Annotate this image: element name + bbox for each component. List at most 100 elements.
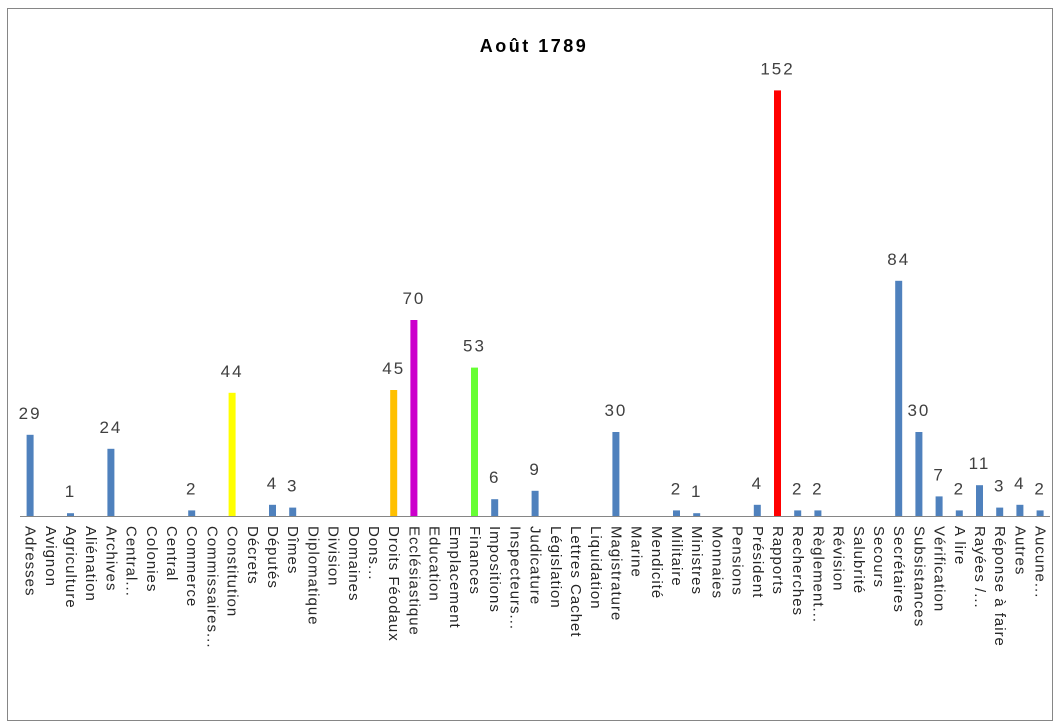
data-label-subsistances: 30 — [907, 401, 930, 420]
bar-droits-feodaux — [390, 390, 398, 516]
category-label-recherches: Recherches — [789, 526, 806, 616]
bar-subsistances — [915, 432, 923, 516]
data-label-deputes: 4 — [267, 474, 278, 493]
category-label-reponse-a-faire: Réponse à faire — [991, 526, 1008, 647]
bar-archives — [107, 448, 115, 516]
category-label-lettres-cachet: Lettres Cachet — [567, 526, 584, 638]
category-label-alienation: Aliénation — [82, 526, 99, 602]
category-label-legislation: Législation — [547, 526, 564, 609]
category-label-constitution: Constitution — [224, 526, 241, 617]
category-label-aucune: Aucune... — [1032, 526, 1049, 598]
category-label-agriculture: Agriculture — [62, 526, 79, 609]
category-label-judicature: Judicature — [527, 526, 544, 605]
bar-commerce — [188, 510, 196, 516]
category-labels: Adresses Avignon Agriculture Aliénation Arch… — [22, 526, 1049, 649]
bar-deputes — [269, 504, 276, 516]
category-label-commerce: Commerce — [183, 526, 200, 607]
data-label-droits-feodaux: 45 — [382, 359, 405, 378]
category-label-droits-feodaux: Droits Féodaux — [385, 526, 402, 642]
bar-finances — [471, 367, 478, 516]
bar-magistrature — [612, 432, 620, 516]
category-label-militaire: Militaire — [668, 526, 685, 587]
category-label-secretaires: Secrétaires — [890, 526, 907, 613]
data-label-commerce: 2 — [186, 479, 197, 498]
category-label-liquidation: Liquidation — [587, 526, 604, 610]
category-label-rayees: Rayées /... — [971, 526, 988, 609]
category-label-subsistances: Subsistances — [910, 526, 927, 627]
data-label-ministres: 1 — [691, 482, 702, 501]
data-label-agriculture: 1 — [65, 482, 76, 501]
bar-verification — [935, 496, 943, 516]
bar-aucune — [1036, 510, 1044, 516]
bar-adresses — [26, 434, 34, 516]
data-label-president: 4 — [752, 474, 763, 493]
bar-ministres — [693, 513, 701, 516]
category-label-division: Division — [325, 526, 342, 587]
chart-title: Août 1789 — [480, 36, 589, 56]
bar-ecclesiastique — [410, 320, 418, 516]
category-label-rapports: Rapports — [769, 526, 786, 595]
data-label-secretaires: 84 — [887, 250, 910, 269]
category-label-salubrite: Salubrité — [850, 526, 867, 594]
bar-recherches — [794, 510, 802, 516]
data-label-reglement: 2 — [812, 479, 823, 498]
category-label-magistrature: Magistrature — [607, 526, 624, 621]
category-label-monnaies: Monnaies — [708, 526, 725, 599]
data-label-ecclesiastique: 70 — [402, 289, 425, 308]
data-label-reponse-a-faire: 3 — [994, 477, 1005, 496]
data-label-rapports: 152 — [760, 59, 794, 78]
category-label-mendicite: Mendicité — [648, 526, 665, 599]
data-label-finances: 53 — [463, 337, 486, 356]
category-label-pensions: Pensions — [729, 526, 746, 596]
bar-agriculture — [67, 513, 74, 516]
chart-frame — [7, 8, 1053, 721]
data-label-recherches: 2 — [792, 479, 803, 498]
category-label-avignon: Avignon — [42, 526, 59, 587]
category-label-central: Central... — [123, 526, 140, 597]
bar-dimes — [289, 507, 297, 516]
data-label-aucune: 2 — [1034, 479, 1045, 498]
data-label-a-lire: 2 — [954, 479, 965, 498]
category-label-emplacement: Emplacement — [446, 526, 463, 629]
category-label-marine: Marine — [628, 526, 645, 578]
bar-reponse-a-faire — [996, 507, 1004, 516]
category-label-deputes: Députés — [264, 526, 281, 589]
bar-autres — [1016, 504, 1024, 516]
category-label-dimes: Dîmes — [284, 526, 301, 574]
bars — [26, 90, 1044, 517]
bar-militaire — [673, 510, 680, 516]
bar-president — [753, 504, 761, 516]
category-label-colonies: Colonies — [143, 526, 160, 592]
data-label-judicature: 9 — [529, 460, 540, 479]
category-label-education: Education — [426, 526, 443, 602]
category-label-reglement: Règlement... — [809, 526, 826, 623]
category-label-inspecteurs: Inspecteurs... — [506, 526, 523, 630]
category-label-ministres: Ministres — [688, 526, 705, 595]
category-label-impositions: Impositions — [486, 526, 503, 613]
category-label-adresses: Adresses — [22, 526, 39, 597]
category-label-a-lire: A lire — [951, 526, 968, 565]
category-label-verification: Vérification — [931, 526, 948, 612]
category-label-finances: Finances — [466, 526, 483, 595]
data-label-magistrature: 30 — [604, 401, 627, 420]
bar-rapports — [774, 90, 781, 517]
bar-rayees — [976, 485, 983, 516]
bar-a-lire — [955, 510, 963, 516]
category-label-archives: Archives — [102, 526, 119, 592]
data-label-militaire: 2 — [671, 479, 682, 498]
category-label-commissaires: Commissaires... — [203, 526, 220, 649]
bar-secretaires — [895, 280, 903, 516]
data-label-dimes: 3 — [287, 477, 298, 496]
bar-impositions — [491, 499, 499, 516]
data-label-verification: 7 — [933, 465, 944, 484]
category-label-domaines: Domaines — [345, 526, 362, 602]
bar-judicature — [531, 490, 539, 516]
data-label-archives: 24 — [99, 418, 122, 437]
category-label-autres: Autres — [1011, 526, 1028, 575]
category-label-revision: Révision — [830, 526, 847, 592]
category-label-ecclesiastique: Ecclésiastique — [405, 526, 422, 636]
data-label-rayees: 11 — [969, 454, 991, 473]
data-label-adresses: 29 — [19, 404, 42, 423]
category-label-diplomatique: Diplomatique — [304, 526, 321, 626]
